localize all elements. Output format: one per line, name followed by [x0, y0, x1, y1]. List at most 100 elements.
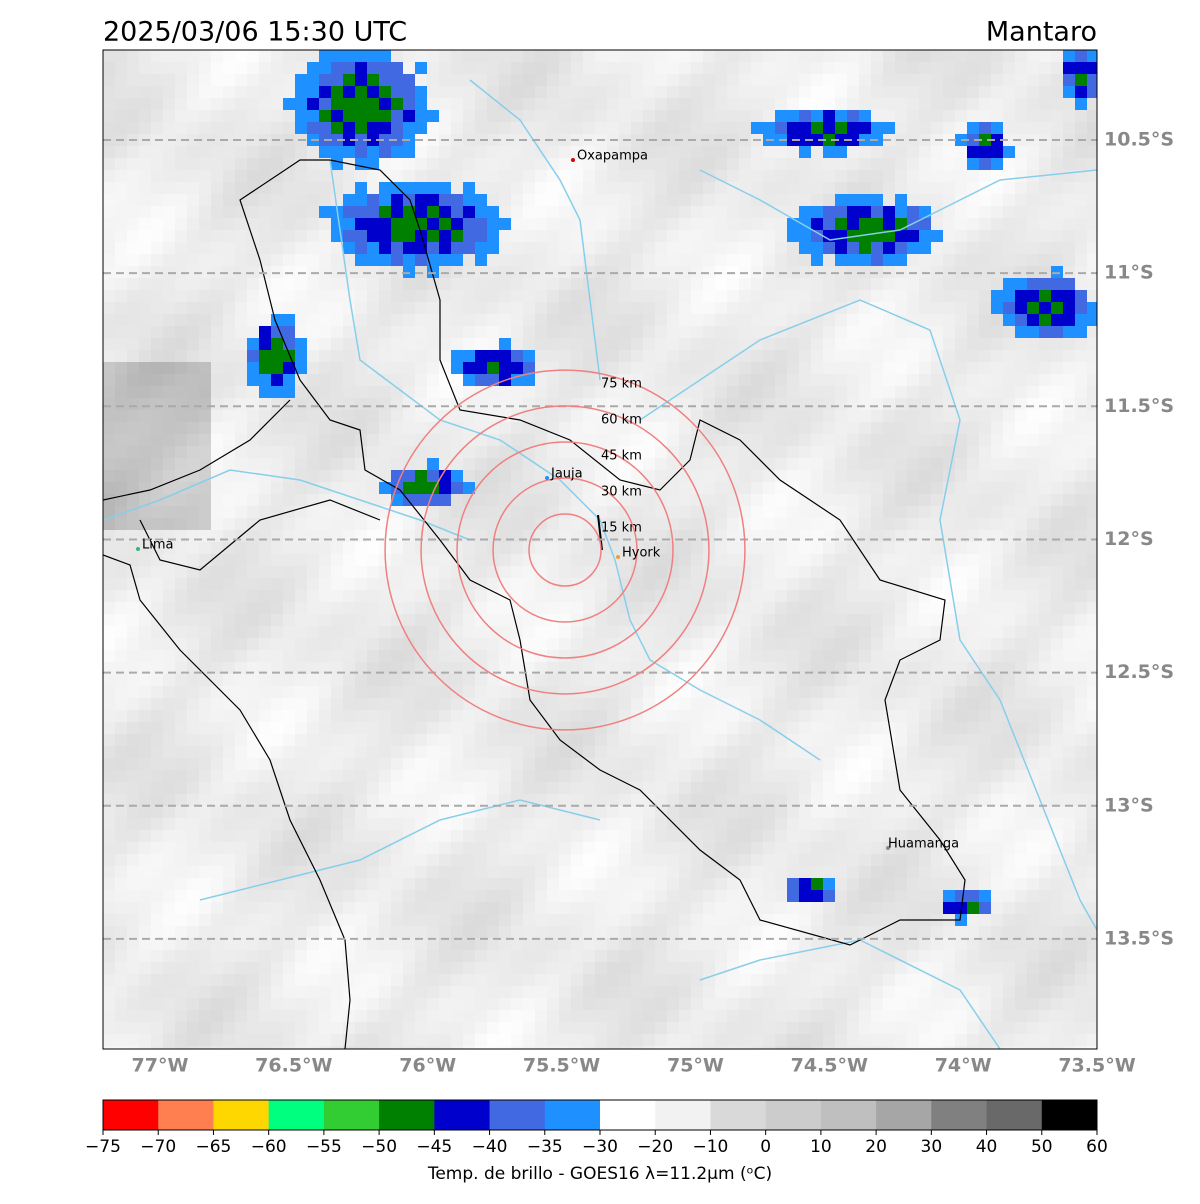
raster-cell [319, 674, 331, 686]
raster-cell [943, 254, 955, 266]
raster-cell [883, 218, 895, 230]
raster-cell [787, 758, 799, 770]
raster-cell [907, 266, 919, 278]
raster-cell [211, 398, 223, 410]
raster-cell [715, 182, 727, 194]
raster-cell [571, 590, 583, 602]
raster-cell [559, 374, 571, 386]
raster-cell [391, 314, 403, 326]
raster-cell [631, 74, 643, 86]
raster-cell [271, 98, 283, 110]
raster-cell [919, 158, 931, 170]
raster-cell [547, 50, 559, 62]
raster-cell [871, 458, 883, 470]
raster-cell [775, 674, 787, 686]
raster-cell [847, 110, 859, 122]
raster-cell [991, 242, 1003, 254]
title: 2025/03/06 15:30 UTC [103, 17, 407, 48]
raster-cell [583, 446, 595, 458]
raster-cell [427, 158, 439, 170]
raster-cell [199, 542, 211, 554]
raster-cell [895, 674, 907, 686]
raster-cell [283, 170, 295, 182]
raster-cell [115, 122, 127, 134]
raster-cell [559, 482, 571, 494]
raster-cell [1015, 338, 1027, 350]
raster-cell [523, 158, 535, 170]
raster-cell [691, 242, 703, 254]
raster-cell [1039, 458, 1051, 470]
raster-cell [295, 458, 307, 470]
raster-cell [991, 134, 1003, 146]
raster-cell [247, 614, 259, 626]
raster-cell [139, 158, 151, 170]
raster-cell [847, 590, 859, 602]
raster-cell [343, 398, 355, 410]
raster-cell [187, 74, 199, 86]
raster-cell [319, 746, 331, 758]
raster-cell [415, 98, 427, 110]
raster-cell [319, 542, 331, 554]
raster-cell [427, 674, 439, 686]
raster-cell [355, 422, 367, 434]
raster-cell [415, 230, 427, 242]
raster-cell [1063, 758, 1075, 770]
raster-cell [1087, 662, 1097, 674]
raster-cell [355, 614, 367, 626]
raster-cell [547, 326, 559, 338]
raster-cell [799, 50, 811, 62]
raster-cell [955, 110, 967, 122]
raster-cell [607, 566, 619, 578]
raster-cell [859, 110, 871, 122]
raster-cell [1039, 518, 1051, 530]
raster-cell [163, 578, 175, 590]
raster-cell [1075, 518, 1087, 530]
raster-cell [751, 482, 763, 494]
raster-cell [631, 98, 643, 110]
raster-cell [427, 302, 439, 314]
raster-cell [895, 506, 907, 518]
raster-cell [511, 626, 523, 638]
raster-cell [259, 62, 271, 74]
raster-cell [1075, 110, 1087, 122]
raster-cell [703, 122, 715, 134]
raster-cell [919, 230, 931, 242]
raster-cell [211, 98, 223, 110]
raster-cell [955, 590, 967, 602]
raster-cell [151, 566, 163, 578]
raster-cell [127, 86, 139, 98]
raster-cell [907, 350, 919, 362]
raster-cell [991, 122, 1003, 134]
raster-cell [583, 734, 595, 746]
raster-cell [1087, 494, 1097, 506]
raster-cell [571, 662, 583, 674]
raster-cell [127, 278, 139, 290]
raster-cell [775, 494, 787, 506]
raster-cell [139, 566, 151, 578]
raster-cell [643, 650, 655, 662]
raster-cell [547, 86, 559, 98]
raster-cell [655, 170, 667, 182]
raster-cell [403, 74, 415, 86]
raster-cell [475, 362, 487, 374]
raster-cell [631, 590, 643, 602]
raster-cell [175, 146, 187, 158]
raster-cell [763, 266, 775, 278]
raster-cell [463, 542, 475, 554]
raster-cell [103, 254, 115, 266]
raster-cell [487, 194, 499, 206]
raster-cell [1015, 98, 1027, 110]
raster-cell [1051, 626, 1063, 638]
raster-cell [883, 638, 895, 650]
raster-cell [1039, 254, 1051, 266]
raster-cell [451, 434, 463, 446]
raster-cell [331, 110, 343, 122]
raster-cell [979, 734, 991, 746]
raster-cell [967, 458, 979, 470]
raster-cell [511, 134, 523, 146]
raster-cell [355, 674, 367, 686]
raster-cell [511, 710, 523, 722]
raster-cell [655, 674, 667, 686]
raster-cell [715, 518, 727, 530]
raster-cell [943, 542, 955, 554]
